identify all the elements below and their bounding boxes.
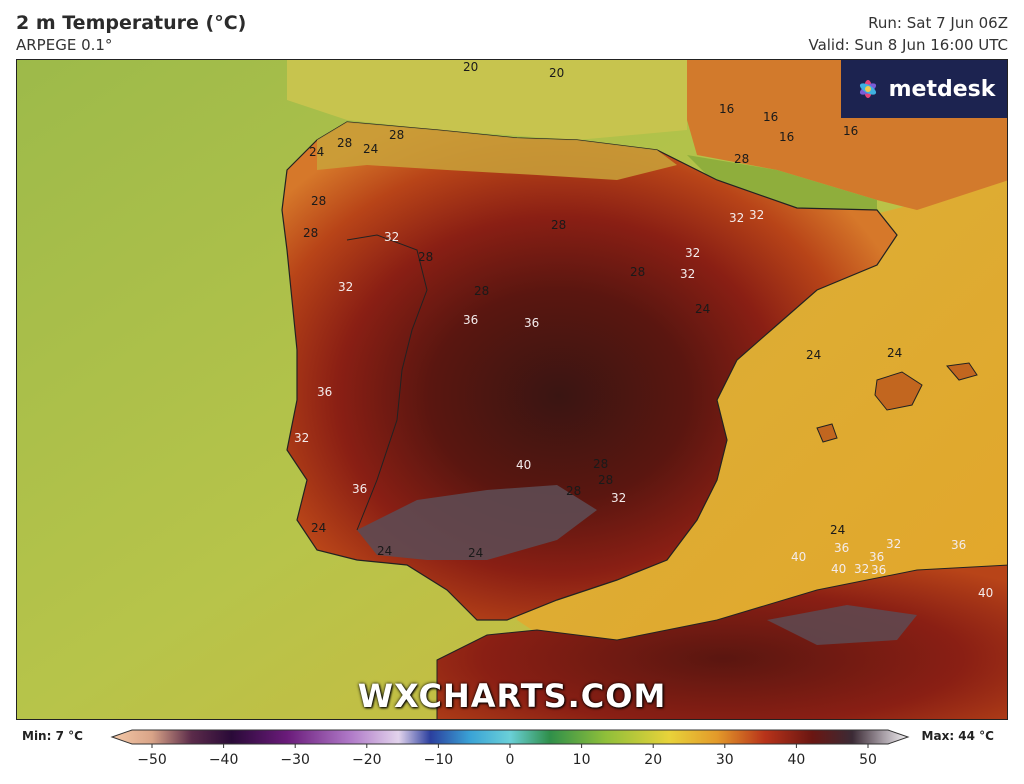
contour-label: 36 [524,316,539,330]
colorbar-tick-label: 20 [644,752,662,768]
colorbar-max-label: Max: 44 °C [921,729,994,743]
contour-label: 24 [309,145,324,159]
contour-label: 16 [763,110,778,124]
contour-label: 32 [729,211,744,225]
contour-label: 28 [630,265,645,279]
contour-label: 36 [869,550,884,564]
run-label: Run: Sat 7 Jun 06Z [868,14,1008,32]
contour-label: 36 [317,385,332,399]
contour-label: 28 [474,284,489,298]
contour-label: 28 [734,152,749,166]
colorbar-tick-label: −10 [424,752,454,768]
contour-label: 24 [887,346,902,360]
contour-label: 36 [951,538,966,552]
contour-label: 32 [680,267,695,281]
ibiza [816,423,838,443]
mallorca [874,371,923,411]
contour-label: 20 [549,66,564,80]
contour-label: 40 [831,562,846,576]
contour-label: 32 [854,562,869,576]
contour-label: 24 [806,348,821,362]
contour-label: 40 [791,550,806,564]
colorbar-bar [110,729,910,745]
contour-label: 28 [598,473,613,487]
colorbar-tick-label: 0 [506,752,515,768]
model-label: ARPEGE 0.1° [16,36,113,54]
contour-label: 36 [352,482,367,496]
contour-label: 36 [463,313,478,327]
bay-of-biscay [287,60,687,140]
contour-label: 32 [294,431,309,445]
andalusia-extreme [357,485,597,560]
colorbar-ticks: −50 −40 −30 −20 −10 0 10 20 30 40 50 [137,744,877,768]
map-canvas: 2420202424202816161616282428242828283232… [17,60,1007,719]
colorbar-tick-label: 50 [859,752,877,768]
contour-label: 28 [389,128,404,142]
contour-label: 28 [337,136,352,150]
contour-label: 28 [418,250,433,264]
asterisk-flower-icon [859,80,876,98]
pyrenees-cool [687,155,877,220]
contour-label: 28 [551,218,566,232]
contour-label: 16 [843,124,858,138]
menorca [946,362,978,381]
contour-label: 36 [871,563,886,577]
colorbar-tick-label: 30 [716,752,734,768]
contour-label: 32 [384,230,399,244]
colorbar-tick-label: −50 [137,752,167,768]
colorbar: −50 −40 −30 −20 −10 0 10 20 30 40 50 [110,729,910,768]
contour-labels: 2420202424202816161616282428242828283232… [294,60,993,600]
contour-label: 32 [338,280,353,294]
contour-label: 32 [886,537,901,551]
north-africa-extreme [767,605,917,645]
contour-label: 24 [377,544,392,558]
contour-label: 36 [834,541,849,555]
contour-label: 32 [749,208,764,222]
metdesk-logo: metdesk [841,60,1007,118]
colorbar-tick-label: 40 [787,752,805,768]
chart-title: 2 m Temperature (°C) [16,12,247,34]
contour-label: 16 [779,130,794,144]
contour-label: 20 [463,60,478,74]
contour-label: 28 [566,484,581,498]
colorbar-tick-label: −40 [209,752,239,768]
north-africa-landmass [436,564,1007,719]
contour-label: 24 [695,302,710,316]
contour-label: 40 [516,458,531,472]
north-coast-cool [317,122,677,180]
colorbar-min-label: Min: 7 °C [22,729,83,743]
wxcharts-watermark: WXCHARTS.COM [357,677,667,715]
contour-label: 24 [830,523,845,537]
contour-label: 28 [311,194,326,208]
contour-label: 28 [303,226,318,240]
temperature-map: 2420202424202816161616282428242828283232… [16,59,1008,720]
contour-label: 40 [978,586,993,600]
contour-label: 32 [611,491,626,505]
colorbar-tick-label: −20 [352,752,382,768]
colorbar-tick-label: 10 [573,752,591,768]
logo-text: metdesk [888,76,996,102]
contour-label: 24 [468,546,483,560]
portugal-border [346,234,428,531]
contour-label: 28 [593,457,608,471]
contour-label: 32 [685,246,700,260]
contour-label: 24 [311,521,326,535]
colorbar-tick-label: −30 [280,752,310,768]
contour-label: 16 [719,102,734,116]
contour-label: 24 [363,142,378,156]
valid-label: Valid: Sun 8 Jun 16:00 UTC [808,36,1008,54]
